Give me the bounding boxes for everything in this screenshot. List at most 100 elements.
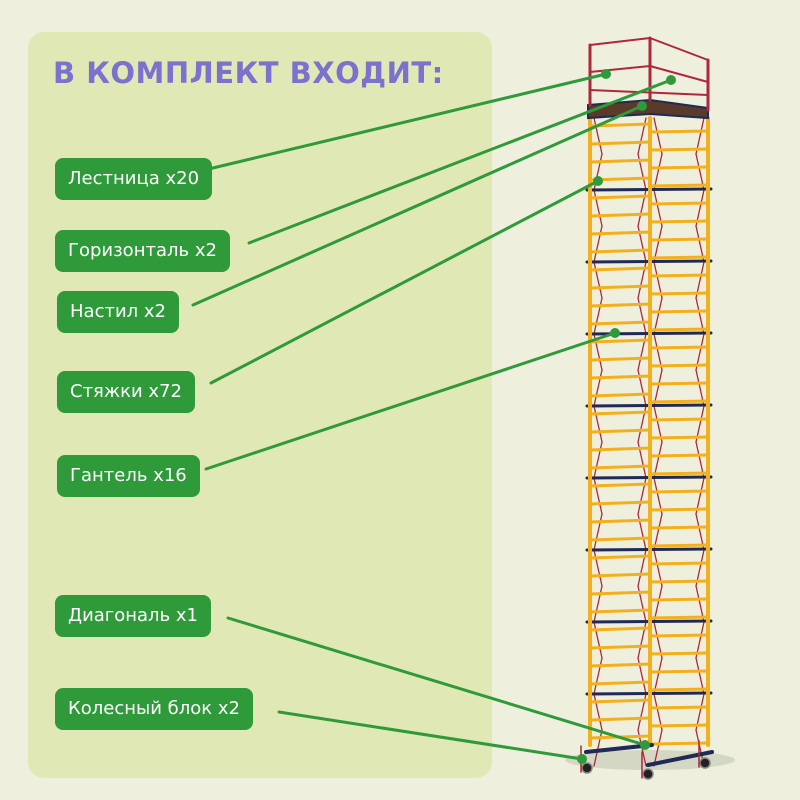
tie-brace	[653, 693, 663, 731]
tie-brace	[593, 693, 603, 731]
ladder-rung	[588, 266, 652, 272]
ladder-rung	[588, 302, 652, 308]
tie-brace	[653, 621, 663, 659]
tie-brace	[653, 657, 663, 695]
tie-brace	[593, 369, 603, 407]
tie-brace	[653, 549, 663, 587]
ladder-rung	[588, 446, 652, 452]
tie-brace	[653, 729, 663, 767]
page-title: В КОМПЛЕКТ ВХОДИТ:	[53, 56, 444, 90]
ladder-rung	[588, 410, 652, 416]
ladder-rung	[648, 597, 710, 602]
base-frame	[646, 750, 714, 767]
tie-brace	[593, 477, 603, 515]
ladder-rung	[588, 392, 652, 398]
callout-dot	[610, 328, 620, 338]
ladder-rung	[588, 626, 652, 632]
label-horizontal: Горизонталь x2	[55, 230, 230, 272]
tie-brace	[653, 369, 663, 407]
ladder-rung	[648, 633, 710, 638]
callout-line	[247, 78, 673, 245]
tie-brace	[593, 621, 603, 659]
ladder-rung	[648, 309, 710, 314]
ladder-rung	[588, 158, 652, 164]
ladder-rung	[648, 399, 710, 404]
guard-rail	[589, 65, 651, 73]
ladder-rung	[648, 489, 710, 494]
ladder-rung	[648, 471, 710, 476]
label-ladder: Лестница x20	[55, 158, 213, 200]
ladder-rung	[588, 284, 652, 290]
guard-rail	[649, 37, 709, 61]
ladder-rung	[648, 201, 710, 206]
ladder-rung	[648, 651, 710, 656]
callout-line	[194, 72, 608, 174]
tie-brace	[593, 117, 603, 155]
ladder-rung	[588, 572, 652, 578]
wheel-icon	[581, 762, 593, 774]
tie-brace	[593, 585, 603, 623]
deck-platform	[587, 98, 709, 120]
ladder-rung	[588, 716, 652, 722]
tie-brace	[593, 189, 603, 227]
callout-line	[226, 616, 647, 747]
tie-brace	[653, 117, 663, 155]
ladder-rung	[588, 248, 652, 254]
tie-brace	[653, 333, 663, 371]
label-diagonal: Диагональ x1	[55, 595, 211, 637]
label-dumbbell: Гантель x16	[57, 455, 200, 497]
ladder-rung	[588, 464, 652, 470]
guard-rail	[649, 65, 709, 83]
ladder-rung	[648, 363, 710, 368]
ladder-rung	[648, 345, 710, 350]
callout-dot	[640, 740, 650, 750]
callout-line	[277, 710, 584, 761]
ladder-rung	[648, 129, 710, 134]
tie-brace	[653, 441, 663, 479]
ladder-rung	[588, 500, 652, 506]
ladder-rung	[588, 194, 652, 200]
ladder-rung	[648, 723, 710, 728]
ladder-rung	[588, 212, 652, 218]
tie-brace	[593, 225, 603, 263]
ladder-rung	[648, 255, 710, 260]
ladder-rung	[648, 291, 710, 296]
ladder-rung	[648, 417, 710, 422]
ladder-rung	[588, 698, 652, 704]
tie-brace	[593, 405, 603, 443]
ladder-rung	[648, 183, 710, 188]
tie-brace	[653, 225, 663, 263]
guard-rail	[589, 89, 709, 96]
wheel-icon	[699, 757, 711, 769]
ladder-rung	[648, 273, 710, 278]
callout-line	[209, 179, 600, 385]
ladder-rung	[648, 237, 710, 242]
ladder-rung	[588, 662, 652, 668]
ladder-rung	[588, 320, 652, 326]
tie-brace	[653, 405, 663, 443]
ladder-rung	[648, 687, 710, 692]
callout-line	[204, 331, 617, 471]
tie-brace	[653, 513, 663, 551]
ladder-rung	[588, 338, 652, 344]
callout-dot	[601, 69, 611, 79]
callout-dot	[637, 101, 647, 111]
tie-brace	[653, 585, 663, 623]
ladder-rung	[588, 356, 652, 362]
tie-brace	[593, 297, 603, 335]
guard-rail	[589, 37, 651, 46]
ladder-rung	[648, 147, 710, 152]
tie-brace	[593, 729, 603, 767]
ladder-rung	[648, 615, 710, 620]
ladder-rung	[588, 644, 652, 650]
ladder-rung	[648, 579, 710, 584]
ladder-rung	[648, 669, 710, 674]
tie-brace	[593, 549, 603, 587]
label-ties: Стяжки x72	[57, 371, 195, 413]
ladder-rung	[588, 482, 652, 488]
ladder-rung	[588, 140, 652, 146]
tie-brace	[593, 657, 603, 695]
ladder-rung	[588, 428, 652, 434]
callout-dot	[577, 754, 587, 764]
